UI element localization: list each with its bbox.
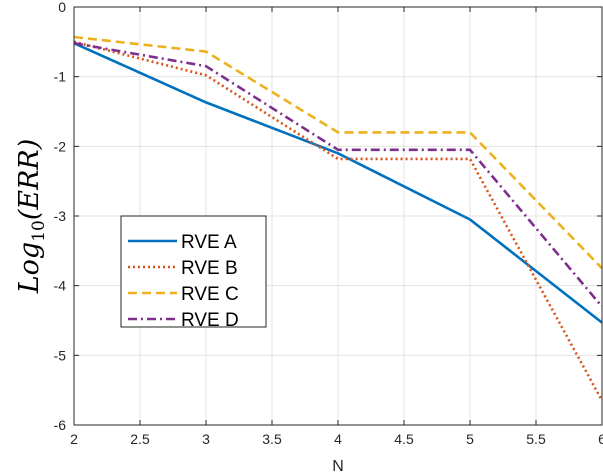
y-tick-label: -5 <box>54 347 67 363</box>
y-tick-label: -1 <box>54 69 67 85</box>
legend-box <box>120 215 267 328</box>
x-tick-label: 2.5 <box>130 431 150 447</box>
axis-ticks <box>73 6 603 426</box>
series-line-rve-c <box>73 35 603 270</box>
x-tick-label: 4.5 <box>394 431 414 447</box>
x-tick-label: 5 <box>466 431 474 447</box>
x-tick-label: 6 <box>598 431 603 447</box>
legend: RVE A RVE B RVE C RVE D <box>120 215 267 331</box>
series-lines <box>73 35 603 402</box>
y-axis-title-subscript: 10 <box>29 220 49 242</box>
y-axis-title-suffix: (ERR) <box>14 139 45 220</box>
y-tick-label: -4 <box>54 278 67 294</box>
series-line-rve-b <box>73 40 603 402</box>
x-tick-label: 3.5 <box>262 431 282 447</box>
x-axis-title: N <box>332 458 344 475</box>
legend-items: RVE A RVE B RVE C RVE D <box>128 232 239 331</box>
x-tick-label: 5.5 <box>526 431 546 447</box>
x-tick-label: 4 <box>334 431 342 447</box>
y-tick-label: -6 <box>54 417 67 433</box>
x-tick-label: 2 <box>70 431 78 447</box>
legend-label: RVE A <box>181 232 237 253</box>
x-tick-label: 3 <box>202 431 210 447</box>
legend-label: RVE D <box>181 310 239 331</box>
series-line-rve-a <box>73 42 603 324</box>
legend-label: RVE C <box>181 284 239 305</box>
series-line-rve-d <box>73 41 603 308</box>
y-tick-label: 0 <box>58 0 66 15</box>
y-axis-title-prefix: Log <box>14 242 45 294</box>
tick-labels: 2 2.5 3 3.5 4 4.5 5 5.5 6 -6 -5 -4 -3 -2 -1 0 <box>54 0 603 447</box>
legend-label: RVE B <box>181 258 238 279</box>
y-axis-title: Log10(ERR) <box>14 139 49 295</box>
y-tick-label: -3 <box>54 208 67 224</box>
y-tick-label: -2 <box>54 138 67 154</box>
